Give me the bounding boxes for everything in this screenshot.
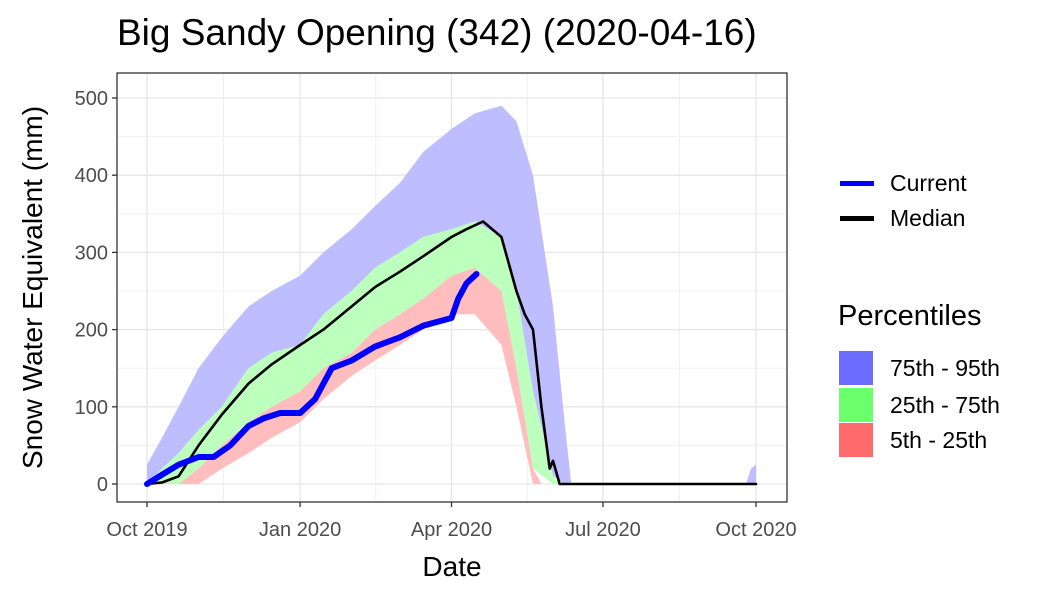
y-tick-label: 100 — [75, 397, 108, 419]
legend-swatch-median — [840, 215, 874, 221]
x-tick-label: Apr 2020 — [411, 519, 492, 541]
legend-label-5-25: 5th - 25th — [890, 426, 988, 453]
y-tick-label: 400 — [75, 165, 108, 187]
legend-item-75-95: 75th - 95th — [839, 351, 1000, 385]
x-tick-label: Oct 2020 — [715, 519, 796, 541]
chart-title: Big Sandy Opening (342) (2020-04-16) — [117, 12, 757, 53]
legend-label-75-95: 75th - 95th — [890, 354, 1000, 381]
band-25th-75th — [147, 221, 560, 484]
legend-item-current: Current — [840, 168, 967, 198]
legend-label-current: Current — [890, 169, 967, 196]
legend-swatch-25-75 — [839, 388, 873, 422]
legend-swatch-5-25 — [839, 423, 873, 457]
legend-swatch-75-95 — [839, 351, 873, 385]
y-tick-label: 200 — [75, 320, 108, 342]
legend-swatch-current — [840, 180, 874, 186]
legend-percentiles-title: Percentiles — [838, 300, 982, 332]
x-axis-title: Date — [422, 551, 481, 582]
y-tick-label: 500 — [75, 88, 108, 110]
x-tick-label: Jul 2020 — [565, 519, 641, 541]
series-line-median — [145, 220, 758, 486]
legend-label-median: Median — [890, 204, 966, 231]
y-tick-label: 0 — [97, 474, 108, 496]
x-tick-label: Jan 2020 — [259, 519, 341, 541]
y-axis-title: Snow Water Equivalent (mm) — [17, 106, 48, 469]
legend-item-median: Median — [840, 203, 965, 233]
y-tick-label: 300 — [75, 242, 108, 264]
legend-item-25-75: 25th - 75th — [839, 388, 1000, 422]
legend-item-5-25: 5th - 25th — [839, 423, 987, 457]
series-line-current — [144, 271, 480, 487]
x-tick-label: Oct 2019 — [106, 519, 187, 541]
band-75th-95th — [147, 105, 756, 484]
legend-label-25-75: 25th - 75th — [890, 391, 1000, 418]
